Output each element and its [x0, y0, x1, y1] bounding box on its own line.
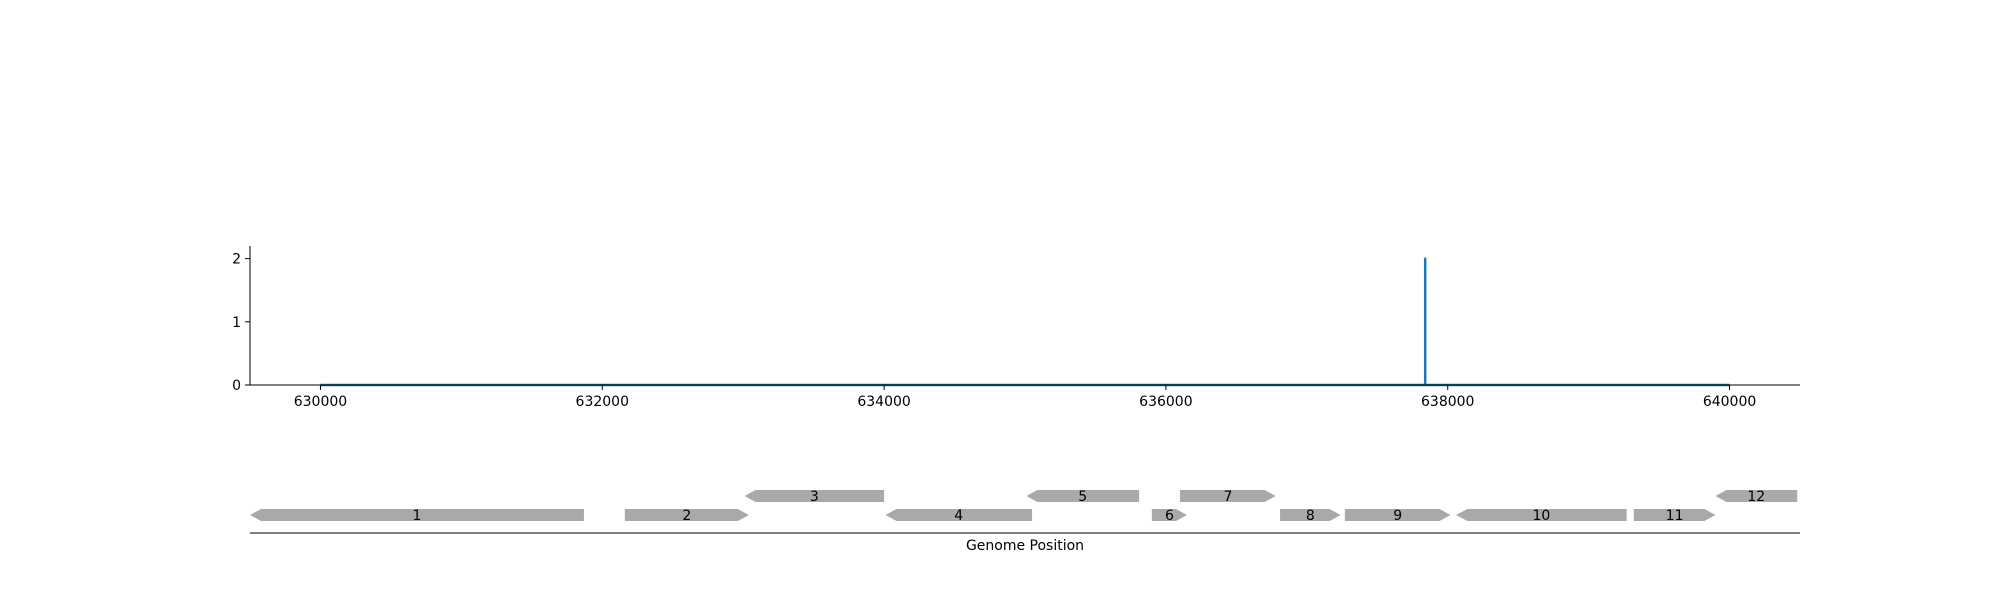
gene-label: 4: [954, 508, 963, 524]
gene-label: 9: [1393, 508, 1402, 524]
gene-arrow: [250, 509, 584, 521]
gene-label: 1: [413, 508, 422, 524]
gene-label: 3: [810, 489, 819, 505]
gene-label: 2: [682, 508, 691, 524]
gene-arrow: [885, 509, 1033, 521]
gene-arrow: [1180, 490, 1276, 502]
gene-label: 5: [1078, 489, 1087, 505]
x-tick-label: 636000: [1139, 394, 1192, 410]
y-tick-label: 0: [232, 378, 241, 394]
gene-arrow: [1715, 490, 1798, 502]
gene-label: 11: [1666, 508, 1684, 524]
x-tick-label: 634000: [857, 394, 910, 410]
gene-arrow: [1151, 509, 1188, 521]
gene-label: 6: [1165, 508, 1174, 524]
y-ticks: 0 1 2: [232, 252, 250, 394]
gene-label: 12: [1747, 489, 1765, 505]
gene-label: 7: [1223, 489, 1232, 505]
x-tick-label: 640000: [1703, 394, 1756, 410]
x-tick-label: 632000: [576, 394, 629, 410]
gene-label: 10: [1533, 508, 1551, 524]
gene-arrow: [1280, 509, 1341, 521]
y-tick-label: 1: [232, 315, 241, 331]
gene-arrow: [744, 490, 885, 502]
gene-arrow: [624, 509, 749, 521]
gene-arrow: [1456, 509, 1627, 521]
gene-arrow: [1026, 490, 1140, 502]
gene-label: 8: [1306, 508, 1315, 524]
x-tick-label: 630000: [294, 394, 347, 410]
coverage-series-line: [320, 257, 1730, 387]
x-tick-label: 638000: [1421, 394, 1474, 410]
y-tick-label: 2: [232, 252, 241, 268]
x-ticks: 630000 632000 634000 636000 638000 640000: [294, 385, 1756, 410]
gene-arrow: [1344, 509, 1451, 521]
gene-track-xlabel: Genome Position: [966, 538, 1084, 554]
gene-arrow: [1633, 509, 1716, 521]
coverage-plot: 630000 632000 634000 636000 638000 640000 0 1 2: [232, 246, 1800, 410]
coverage-line-layer: [320, 257, 1730, 387]
